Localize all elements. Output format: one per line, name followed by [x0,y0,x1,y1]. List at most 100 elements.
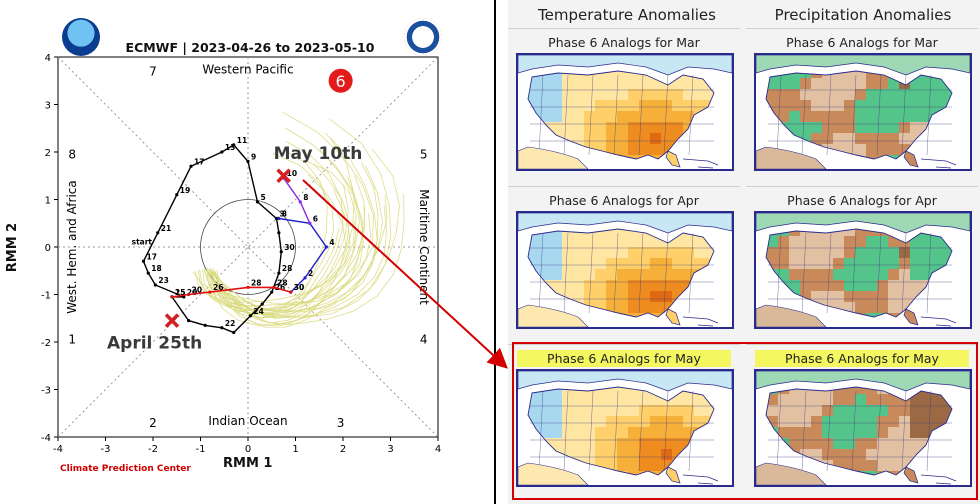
anomaly-cell [595,280,607,292]
anomaly-cell [661,122,673,134]
anomaly-cell [932,247,944,259]
anomaly-cell [595,394,607,406]
anomaly-cell [529,89,541,101]
anomaly-cell [833,302,845,314]
anomaly-cell [639,269,651,281]
anomaly-cell [866,280,878,292]
anomaly-cell [694,258,706,270]
anomaly-cell [628,111,640,123]
anomaly-cell [683,89,695,101]
anomaly-cell [584,416,596,428]
anomaly-cell [932,416,944,428]
anomaly-cell [573,291,585,303]
anomaly-cell [562,269,574,281]
anomaly-cell [844,394,856,406]
anomaly-cell [573,416,585,428]
caribbean-islands [920,474,957,485]
anomaly-cell [811,247,823,259]
day-label: 25 [175,288,185,297]
series-point [277,271,281,275]
anomaly-cell [877,280,889,292]
anomaly-cell [573,438,585,450]
anomaly-cell [833,291,845,303]
anomaly-cell [562,387,574,395]
anomaly-cell [822,280,834,292]
anomaly-cell [661,438,673,450]
anomaly-cell [650,460,662,472]
anomaly-cell [661,302,673,314]
anomaly-cell [844,387,856,395]
anomaly-cell [595,111,607,123]
anomaly-cell [888,269,900,281]
precip-map-cell-mar: Phase 6 Analogs for Mar [746,28,978,179]
mjo-phase-diagram-panel: ECMWF | 2023-04-26 to 2023-05-10 -4 -3 -2 -… [5,0,496,504]
anomaly-cell [866,236,878,248]
precipitation-map [754,211,972,329]
series-point [220,150,224,154]
anomaly-cell [877,405,889,417]
x-marker [276,168,291,183]
anomaly-cell [639,78,651,90]
series-point [246,159,250,164]
day-label: 23 [158,276,168,285]
anomaly-cell [910,100,922,112]
anomaly-cell [639,122,651,134]
anomaly-cell [888,427,900,439]
anomaly-cell [888,438,900,450]
anomaly-cell [606,387,618,395]
phase-number: 4 [420,333,428,347]
state-border [776,232,782,314]
state-border [801,232,807,314]
map-caption-highlighted: Phase 6 Analogs for May [517,350,731,367]
anomaly-cell [672,258,684,270]
anomaly-cell [551,71,563,79]
anomaly-cell [789,122,801,134]
anomaly-cell [672,100,684,112]
y-tick-label: 2 [45,148,51,159]
anomaly-cell [551,394,563,406]
anomaly-cell [617,280,629,292]
series-point [270,290,274,294]
anomaly-cell [672,122,684,134]
state-border [901,390,907,472]
anomaly-cell [877,460,889,472]
anomaly-cell [551,122,563,134]
anomaly-cell [888,405,900,417]
anomaly-cell [617,394,629,406]
anomaly-cell [789,100,801,112]
region-label-right: Maritime Continent [417,189,431,305]
anomaly-cell [672,111,684,123]
state-border [776,390,782,472]
precip-map-cell-may: Phase 6 Analogs for May [746,344,978,495]
anomaly-cell [855,71,867,79]
anomaly-cell [866,387,878,395]
anomaly-cell [551,269,563,281]
anomaly-cell [705,89,714,101]
anomaly-cell [661,427,673,439]
anomaly-cell [650,438,662,450]
anomaly-cell [705,405,714,417]
anomaly-cell [899,449,911,461]
anomaly-cell [529,416,541,428]
anomaly-cell [822,416,834,428]
anomaly-cell [650,405,662,417]
canada-landmass [518,371,732,392]
anomaly-cell [551,111,563,123]
anomaly-cell [606,302,618,314]
anomaly-cell [833,71,845,79]
anomaly-cell [899,416,911,428]
day-label: 19 [180,186,190,195]
y-tick-label: 3 [45,101,51,112]
state-border [563,390,569,472]
anomaly-cell [617,258,629,270]
anomaly-cell [628,122,640,134]
anomaly-cell [650,133,662,145]
anomaly-cell [822,258,834,270]
x-marker-stroke [276,168,291,183]
anomaly-cell [551,405,563,417]
anomaly-cell [789,438,801,450]
anomaly-cell [866,133,878,145]
anomaly-cell [584,258,596,270]
anomaly-cell [855,111,867,123]
